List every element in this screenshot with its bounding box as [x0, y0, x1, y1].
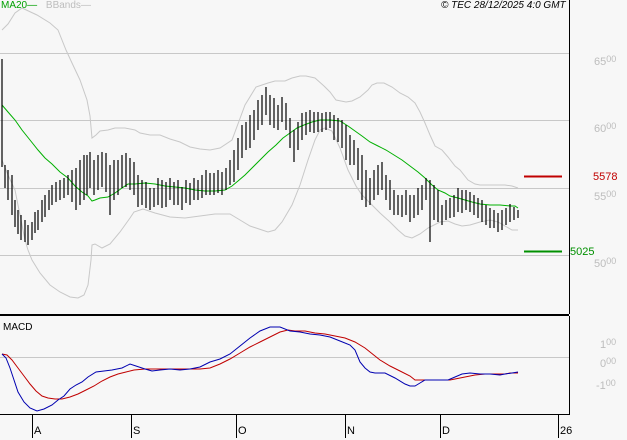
chart-legend: MA20— BBands— [1, 0, 91, 12]
resistance-level-label: 5578 [593, 171, 618, 183]
macd-axis-label-minus-100: -100 [596, 378, 616, 392]
macd-axis-label-100: 100 [600, 337, 617, 351]
bband-lower-line [1, 127, 518, 299]
macd-line [1, 326, 519, 412]
x-axis-ticks [32, 415, 559, 438]
legend-bbands[interactable]: BBands— [46, 0, 91, 11]
x-axis-label-26: 26 [560, 425, 573, 437]
x-axis-label-sep: S [133, 425, 141, 437]
support-level-label: 5025 [570, 246, 595, 258]
macd-panel-title: MACD [3, 322, 33, 333]
legend-bbands-swatch: — [80, 0, 91, 11]
price-axis-label-5500: 5500 [594, 189, 617, 203]
legend-bbands-label: BBands [45, 0, 81, 11]
x-axis-label-dec: D [442, 425, 450, 437]
copyright-timestamp: © TEC 28/12/2025 4:0 GMT [441, 0, 566, 11]
macd-signal-line [1, 329, 518, 400]
price-gridlines [0, 53, 569, 256]
legend-ma20-swatch: — [27, 0, 38, 11]
legend-ma20-label: MA20 [1, 0, 28, 11]
x-axis-label-oct: O [238, 425, 247, 437]
price-axis-label-6500: 6500 [594, 54, 617, 68]
price-axis-label-5000: 5000 [594, 256, 617, 270]
bband-upper-line [1, 7, 519, 189]
legend-ma20[interactable]: MA20— [1, 0, 37, 11]
price-bars [1, 59, 519, 245]
x-axis-label-aug: A [34, 425, 42, 437]
macd-axis-label-0: 000 [600, 356, 617, 370]
x-axis-label-nov: N [347, 425, 355, 437]
price-axis-label-6000: 6000 [594, 121, 617, 135]
